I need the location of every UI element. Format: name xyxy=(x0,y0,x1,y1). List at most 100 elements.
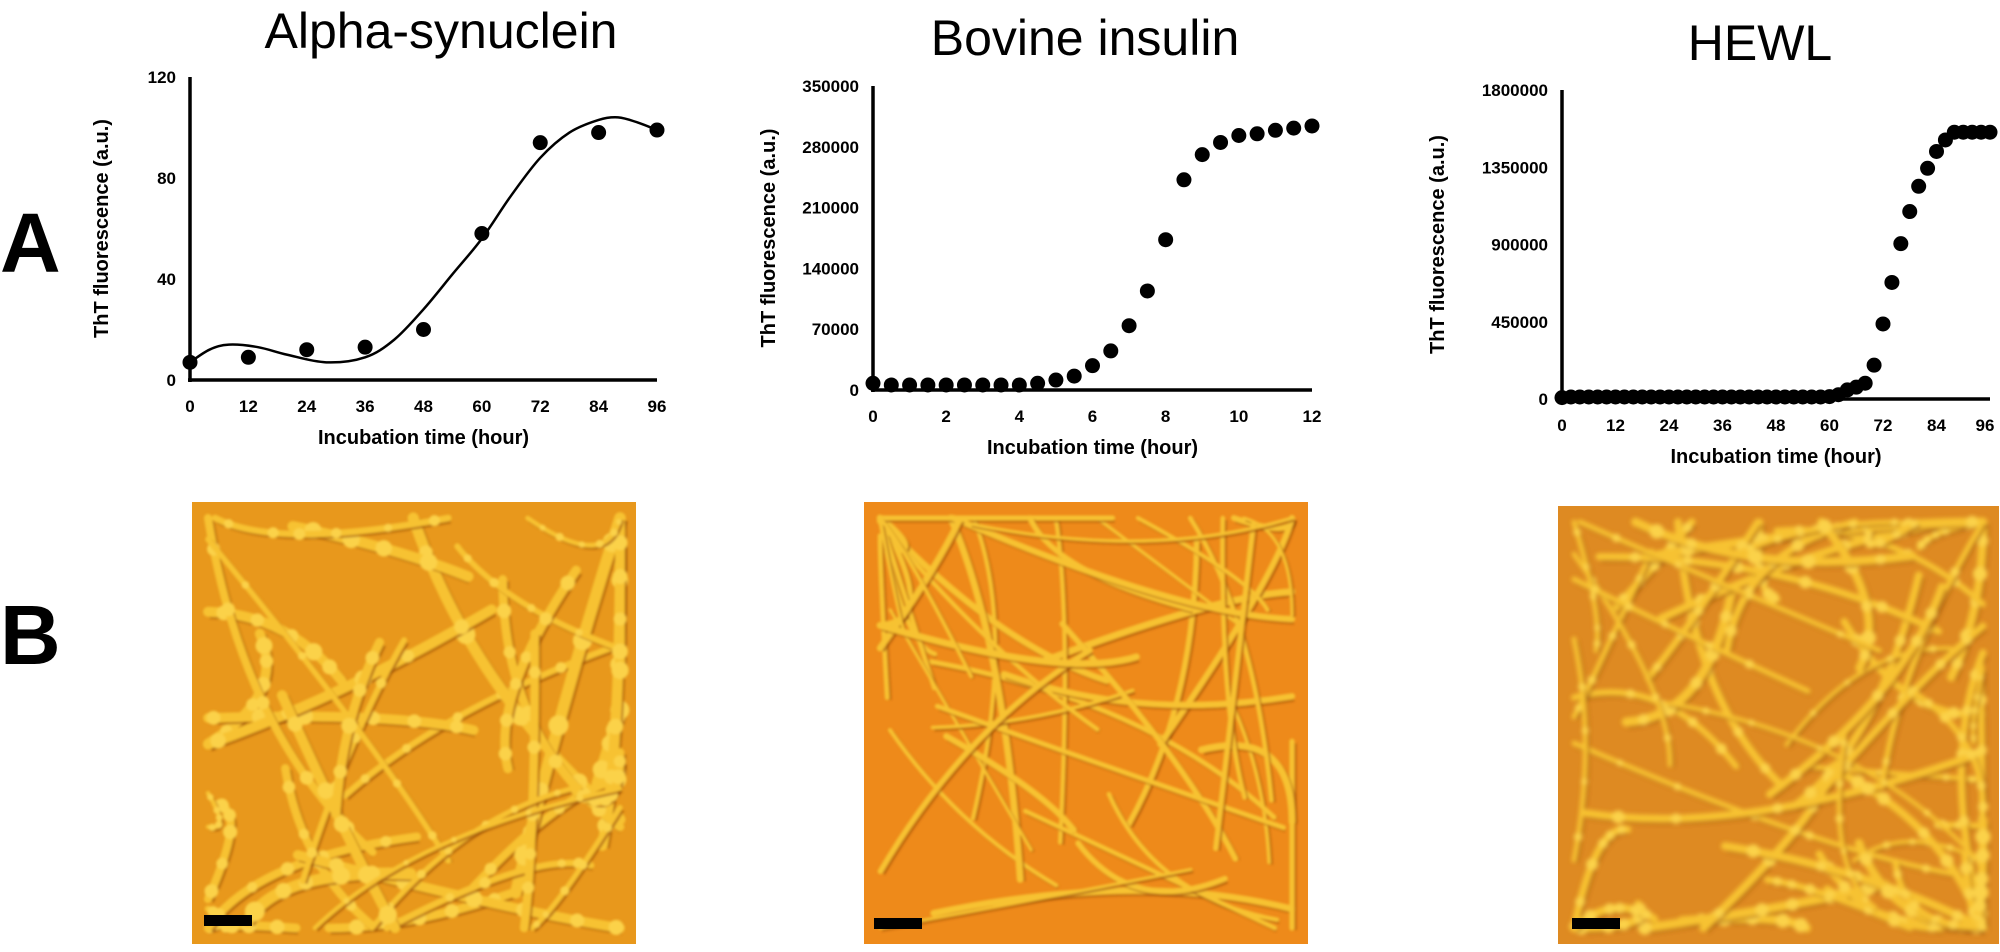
x-tick-label: 12 xyxy=(1606,416,1625,435)
data-point xyxy=(993,377,1009,393)
fibril xyxy=(876,621,1140,667)
y-axis-title: ThT fluorescence (a.u.) xyxy=(758,129,780,348)
x-tick-label: 12 xyxy=(239,397,258,416)
fibril xyxy=(1577,519,1883,654)
x-tick-label: 96 xyxy=(1976,416,1995,435)
data-point xyxy=(1866,357,1882,373)
x-tick-label: 0 xyxy=(868,407,877,426)
data-point xyxy=(240,349,256,365)
fibril xyxy=(1125,538,1200,828)
fibril xyxy=(1242,516,1294,617)
y-tick-label: 1800000 xyxy=(1482,81,1548,100)
x-tick-label: 48 xyxy=(414,397,433,416)
y-tick-label: 0 xyxy=(1539,390,1548,409)
scale-bar xyxy=(204,915,252,926)
fibril xyxy=(877,515,913,627)
fit-curve xyxy=(189,116,658,364)
x-tick-label: 60 xyxy=(1820,416,1839,435)
y-axis-title: ThT fluorescence (a.u.) xyxy=(91,119,113,338)
data-point xyxy=(956,377,972,393)
fibril xyxy=(930,688,1135,730)
data-point xyxy=(416,322,431,337)
data-point xyxy=(1893,236,1909,252)
fibril xyxy=(1053,515,1067,845)
y-tick-label: 450000 xyxy=(1491,313,1548,332)
data-point xyxy=(532,135,548,151)
data-point xyxy=(1267,122,1283,138)
chart-title: HEWL xyxy=(1688,15,1832,71)
x-tick-label: 84 xyxy=(1927,416,1946,435)
data-point xyxy=(474,226,490,242)
fibril xyxy=(968,516,1294,543)
y-tick-label: 280000 xyxy=(802,138,859,157)
fibril xyxy=(887,728,1059,888)
x-tick-label: 60 xyxy=(472,397,491,416)
data-point xyxy=(1920,160,1936,176)
data-point xyxy=(1875,316,1891,332)
x-tick-label: 84 xyxy=(589,397,608,416)
data-point xyxy=(1103,343,1119,359)
fibril xyxy=(1041,588,1296,664)
data-point xyxy=(1982,124,1998,140)
fibril xyxy=(202,604,497,750)
fibril xyxy=(1075,840,1228,895)
data-point xyxy=(591,125,607,141)
data-point xyxy=(1286,120,1302,136)
data-point xyxy=(1085,358,1100,374)
data-point xyxy=(1911,178,1927,194)
chart-title: Alpha-synuclein xyxy=(265,3,618,59)
y-tick-label: 0 xyxy=(850,381,859,400)
y-tick-label: 210000 xyxy=(802,199,859,218)
x-axis-title: Incubation time (hour) xyxy=(318,427,529,449)
chart-1: Bovine insulin 0 70000 140000 210000 280000 35… xyxy=(758,10,1321,459)
x-axis-title: Incubation time (hour) xyxy=(987,437,1198,459)
y-tick-label: 120 xyxy=(148,68,176,87)
x-tick-label: 2 xyxy=(941,407,950,426)
data-point xyxy=(902,377,918,393)
fibril xyxy=(1220,515,1247,800)
y-tick-label: 140000 xyxy=(802,259,859,278)
data-point xyxy=(1884,274,1900,290)
x-axis-title: Incubation time (hour) xyxy=(1670,446,1881,468)
data-point xyxy=(1231,128,1247,144)
scale-bar xyxy=(874,918,922,929)
fibril xyxy=(930,887,1296,917)
fibril xyxy=(934,703,1287,831)
fibril xyxy=(1135,515,1270,612)
data-point xyxy=(1902,204,1918,220)
x-tick-label: 24 xyxy=(297,397,316,416)
chart-0: Alpha-synuclein 0 40 80 120 0 12 24 36 48 60 72 84 96… xyxy=(91,3,666,449)
x-tick-label: 96 xyxy=(648,397,667,416)
fibril xyxy=(312,786,623,931)
y-tick-label: 1350000 xyxy=(1482,158,1548,177)
data-point xyxy=(883,377,899,393)
data-point xyxy=(1030,375,1046,391)
x-tick-label: 48 xyxy=(1767,416,1786,435)
x-tick-label: 4 xyxy=(1015,407,1025,426)
fibril xyxy=(1571,636,1588,863)
fibril xyxy=(1023,808,1278,931)
y-tick-label: 80 xyxy=(157,169,176,188)
fibril xyxy=(878,516,974,679)
fibril xyxy=(877,533,890,701)
fibril xyxy=(1213,522,1256,852)
data-point xyxy=(182,354,198,370)
x-tick-label: 36 xyxy=(1713,416,1732,435)
fibril xyxy=(928,659,1277,820)
x-tick-label: 36 xyxy=(356,397,375,416)
x-tick-label: 6 xyxy=(1088,407,1097,426)
y-axis-title: ThT fluorescence (a.u.) xyxy=(1427,135,1449,354)
fibril xyxy=(876,517,1110,684)
x-tick-label: 72 xyxy=(531,397,550,416)
data-point xyxy=(357,339,373,355)
x-tick-label: 0 xyxy=(185,397,194,416)
fibril xyxy=(1581,748,1987,823)
x-tick-label: 10 xyxy=(1229,407,1248,426)
data-point xyxy=(1857,375,1873,391)
scale-bar xyxy=(1572,918,1620,929)
x-tick-label: 24 xyxy=(1660,416,1679,435)
data-point xyxy=(920,377,936,393)
afm-image-1 xyxy=(864,502,1308,944)
fibril xyxy=(1571,576,1811,694)
